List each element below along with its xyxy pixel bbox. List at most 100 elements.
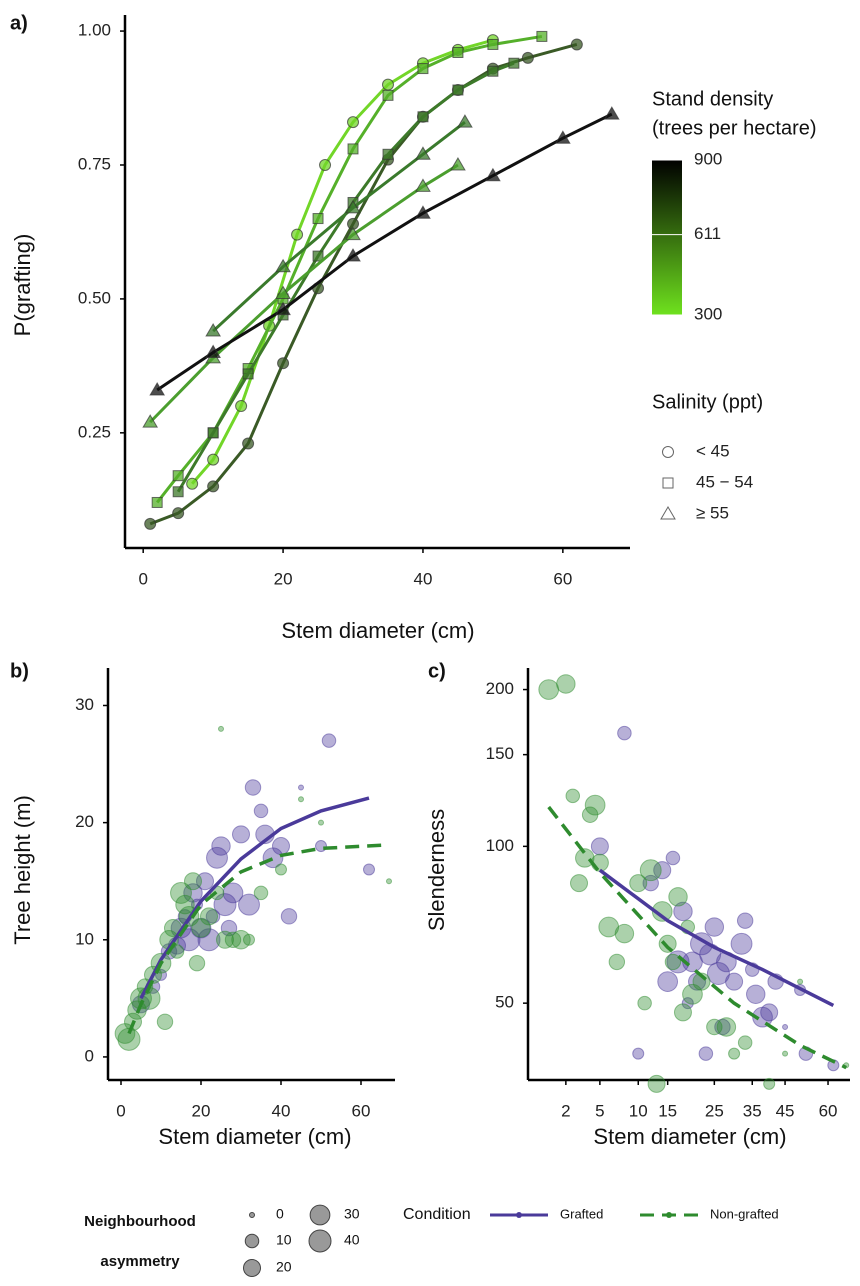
- y-tick-label: 0.25: [78, 422, 111, 441]
- point: [763, 1077, 776, 1090]
- x-tick-label: 40: [272, 1101, 291, 1120]
- point: [321, 733, 337, 748]
- point: [231, 825, 251, 844]
- point: [653, 861, 672, 880]
- point: [362, 863, 376, 876]
- point: [183, 872, 203, 891]
- x-tick-label: 60: [819, 1101, 838, 1120]
- point: [704, 917, 725, 937]
- point: [382, 148, 394, 160]
- x-tick-label: 60: [553, 569, 572, 588]
- point: [224, 931, 242, 948]
- fit-line: [127, 843, 390, 1035]
- x-axis-title: Stem diameter (cm): [158, 1124, 351, 1149]
- point: [151, 496, 163, 508]
- legend-title: Salinity (ppt): [652, 391, 763, 413]
- x-tick-label: 25: [705, 1101, 724, 1120]
- point: [485, 167, 501, 182]
- point: [172, 486, 184, 498]
- legend-size-label: 20: [276, 1259, 292, 1275]
- colorbar-title: Stand density: [652, 88, 773, 110]
- point: [603, 106, 620, 120]
- x-tick-label: 45: [776, 1101, 795, 1120]
- point: [298, 796, 304, 803]
- point: [242, 933, 256, 946]
- point: [207, 453, 220, 466]
- point: [797, 978, 804, 985]
- legend-size: [244, 1233, 260, 1249]
- point: [186, 477, 199, 490]
- point: [617, 725, 632, 741]
- fit-line: [139, 796, 370, 1000]
- point: [556, 674, 576, 694]
- point: [673, 901, 693, 922]
- y-tick-label: 30: [75, 695, 94, 714]
- legend-marker: [662, 477, 674, 489]
- point: [156, 1013, 174, 1030]
- point: [668, 887, 688, 907]
- legend-label: ≥ 55: [696, 503, 729, 522]
- colorbar-tick-label: 300: [694, 304, 722, 323]
- point: [664, 953, 682, 971]
- panel-label: a): [10, 12, 28, 34]
- point: [211, 836, 231, 856]
- point: [728, 1047, 741, 1060]
- y-tick-label: 0.50: [78, 288, 111, 307]
- point: [538, 679, 560, 700]
- series-line: [156, 112, 613, 392]
- point: [658, 934, 677, 953]
- legend-size-label: 30: [344, 1206, 360, 1222]
- y-axis-title: Slenderness: [424, 809, 449, 931]
- point: [698, 1046, 714, 1061]
- y-axis-title: P(grafting): [10, 234, 35, 337]
- y-tick-label: 100: [486, 836, 514, 855]
- point: [312, 213, 324, 225]
- point: [235, 400, 248, 413]
- point: [730, 932, 753, 955]
- point: [614, 923, 635, 944]
- point: [218, 725, 224, 732]
- point: [312, 250, 324, 262]
- point: [647, 1074, 666, 1093]
- point: [782, 1050, 789, 1057]
- legend-title: asymmetry: [100, 1253, 180, 1270]
- y-axis-title: Tree height (m): [10, 795, 35, 945]
- legend-title: Neighbourhood: [84, 1213, 196, 1230]
- point: [144, 517, 157, 530]
- series-line: [149, 43, 578, 526]
- point: [172, 507, 185, 520]
- legend-size: [242, 1258, 262, 1278]
- legend-dot: [516, 1212, 522, 1218]
- x-tick-label: 2: [561, 1101, 570, 1120]
- point: [554, 130, 571, 144]
- point: [666, 950, 690, 974]
- point: [639, 859, 662, 882]
- point: [452, 46, 464, 58]
- point: [565, 788, 581, 804]
- point: [319, 158, 332, 171]
- legend-label: Grafted: [560, 1206, 603, 1221]
- point: [274, 863, 288, 876]
- point: [277, 357, 290, 370]
- point: [291, 228, 304, 241]
- point: [345, 248, 361, 262]
- point: [117, 1027, 141, 1051]
- point: [386, 878, 392, 885]
- point: [657, 971, 679, 992]
- legend-size: [308, 1229, 332, 1253]
- x-tick-label: 35: [743, 1101, 762, 1120]
- point: [222, 882, 244, 904]
- legend-marker: [662, 446, 674, 458]
- legend-size-label: 40: [344, 1232, 360, 1248]
- x-axis-title: Stem diameter (cm): [281, 618, 474, 643]
- point: [452, 84, 464, 96]
- point: [382, 89, 394, 101]
- point: [205, 344, 222, 358]
- point: [637, 995, 652, 1011]
- point: [570, 874, 589, 893]
- series-line: [191, 38, 494, 485]
- point: [487, 38, 499, 50]
- point: [629, 874, 648, 893]
- point: [590, 837, 609, 856]
